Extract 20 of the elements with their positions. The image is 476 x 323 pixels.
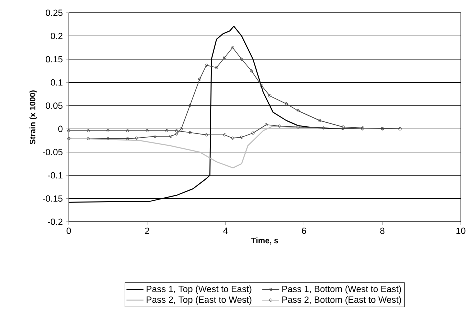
- x-tick-label: 10: [456, 228, 466, 234]
- y-tick-label: -0.15: [43, 196, 63, 202]
- legend-label: Pass 2, Top (East to West): [146, 296, 252, 305]
- y-tick-label: -0.2: [48, 218, 63, 226]
- x-tick-label: 8: [380, 228, 385, 234]
- legend-label: Pass 2, Bottom (East to West): [282, 296, 402, 305]
- legend-label: Pass 1, Bottom (West to East): [282, 286, 402, 294]
- y-tick-label: -0.05: [43, 149, 63, 156]
- y-tick-label: 0.05: [46, 102, 63, 110]
- legend-label: Pass 1, Top (West to East): [146, 286, 252, 294]
- x-tick-label: 4: [224, 228, 228, 234]
- x-tick-label: 0: [66, 228, 72, 234]
- y-tick-label: 0.2: [51, 33, 63, 40]
- y-tick-label: 0.25: [46, 10, 63, 16]
- y-tick-label: 0: [58, 126, 63, 132]
- y-tick-label: 0.1: [51, 79, 63, 86]
- x-tick-label: 6: [302, 228, 306, 234]
- y-tick-label: -0.1: [48, 172, 63, 179]
- x-tick-label: 2: [145, 228, 150, 234]
- y-tick-label: 0.15: [46, 56, 63, 63]
